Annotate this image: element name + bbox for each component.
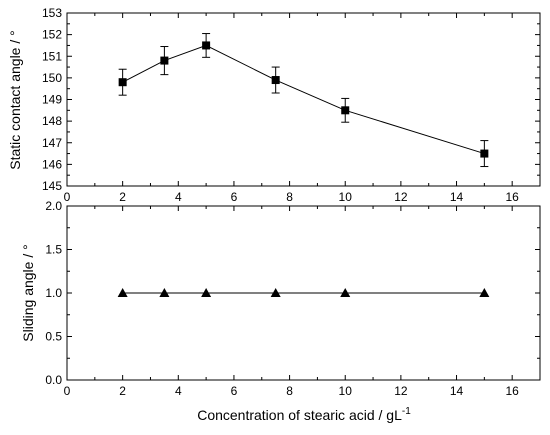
top-data-point [160, 56, 169, 65]
top-y-tick-label: 150 [42, 71, 62, 85]
bottom-x-tick-label: 12 [394, 384, 408, 398]
top-x-tick-label: 6 [231, 190, 238, 204]
bottom-y-tick-label: 0.0 [45, 373, 62, 387]
top-x-tick-label: 10 [339, 190, 353, 204]
bottom-data-point [159, 288, 170, 297]
bottom-x-tick-label: 16 [505, 384, 519, 398]
bottom-x-tick-label: 2 [119, 384, 126, 398]
top-series-line [122, 44, 485, 155]
top-data-point [202, 41, 211, 50]
top-x-tick-label: 4 [175, 190, 182, 204]
bottom-x-tick-label: 6 [231, 384, 238, 398]
top-data-point [118, 78, 127, 87]
bottom-y-tick-label: 2.0 [45, 199, 62, 213]
top-y-tick-label: 152 [42, 28, 62, 42]
bottom-data-point [270, 288, 281, 297]
top-y-tick-label: 145 [42, 179, 62, 193]
top-y-tick-label: 148 [42, 114, 62, 128]
top-x-tick-label: 14 [450, 190, 464, 204]
top-ticks: 0 2 4 6 8 10 12 14 16 145 146 147 148 149 150 151 152 153 [42, 6, 541, 204]
bottom-x-tick-label: 14 [450, 384, 464, 398]
top-y-tick-label: 151 [42, 49, 62, 63]
top-y-tick-label: 146 [42, 157, 62, 171]
top-y-axis-label: Static contact angle / ° [7, 30, 23, 169]
bottom-x-tick-label: 0 [64, 384, 71, 398]
bottom-data-point [479, 288, 490, 297]
bottom-y-tick-label: 1.0 [45, 286, 62, 300]
top-y-tick-label: 153 [42, 6, 62, 20]
sliding-angle-series [117, 288, 490, 297]
static-contact-angle-series [118, 33, 489, 168]
bottom-data-point [201, 288, 212, 297]
bottom-x-tick-label: 8 [286, 384, 293, 398]
top-data-point [480, 149, 489, 158]
x-axis-label-main: Concentration of stearic acid / gL [197, 407, 402, 423]
bottom-y-axis-label: Sliding angle / ° [20, 244, 36, 341]
top-panel: 0 2 4 6 8 10 12 14 16 145 146 147 148 149 150 151 152 153… [7, 6, 541, 204]
top-x-tick-label: 2 [119, 190, 126, 204]
top-y-tick-label: 147 [42, 136, 62, 150]
top-data-point [341, 106, 350, 115]
bottom-data-point [340, 288, 351, 297]
top-y-tick-label: 149 [42, 93, 62, 107]
top-x-tick-label: 0 [64, 190, 71, 204]
top-x-tick-label: 16 [505, 190, 519, 204]
bottom-data-point [117, 288, 128, 297]
bottom-ticks: 0 2 4 6 8 10 12 14 16 0.0 0.5 1.0 1.5 2.0 [45, 199, 541, 398]
top-plot-frame [66, 12, 541, 187]
bottom-x-tick-label: 10 [339, 384, 353, 398]
x-axis-label: Concentration of stearic acid / gL-1 [197, 406, 411, 423]
top-x-tick-label: 12 [394, 190, 408, 204]
bottom-y-tick-label: 0.5 [45, 330, 62, 344]
top-data-point [271, 76, 280, 85]
x-axis-label-superscript: -1 [402, 406, 411, 417]
bottom-y-tick-label: 1.5 [45, 243, 62, 257]
bottom-x-tick-label: 4 [175, 384, 182, 398]
top-x-tick-label: 8 [286, 190, 293, 204]
bottom-panel: 0 2 4 6 8 10 12 14 16 0.0 0.5 1.0 1.5 2.0 Sliding ang… [20, 199, 541, 423]
